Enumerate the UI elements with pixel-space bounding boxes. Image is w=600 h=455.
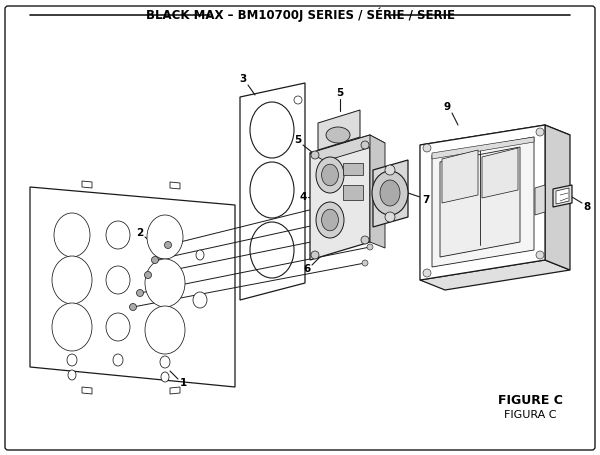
Circle shape bbox=[164, 242, 172, 248]
Circle shape bbox=[151, 257, 158, 263]
Circle shape bbox=[536, 128, 544, 136]
Circle shape bbox=[385, 212, 395, 222]
Ellipse shape bbox=[68, 370, 76, 380]
Ellipse shape bbox=[316, 202, 344, 238]
Text: 4: 4 bbox=[299, 192, 307, 202]
Polygon shape bbox=[373, 160, 408, 227]
Ellipse shape bbox=[326, 127, 350, 143]
Circle shape bbox=[536, 251, 544, 259]
Polygon shape bbox=[442, 150, 478, 203]
Ellipse shape bbox=[372, 171, 408, 215]
Polygon shape bbox=[240, 83, 305, 300]
Polygon shape bbox=[420, 125, 570, 155]
Text: 7: 7 bbox=[422, 195, 430, 205]
Polygon shape bbox=[82, 387, 92, 394]
Text: 5: 5 bbox=[337, 88, 344, 98]
Polygon shape bbox=[432, 137, 534, 159]
Ellipse shape bbox=[161, 372, 169, 382]
Polygon shape bbox=[545, 125, 570, 270]
Polygon shape bbox=[432, 137, 534, 267]
Ellipse shape bbox=[145, 259, 185, 307]
Circle shape bbox=[145, 272, 151, 278]
Text: 1: 1 bbox=[179, 378, 187, 388]
Text: BLACK MAX – BM10700J SERIES / SÉRIE / SERIE: BLACK MAX – BM10700J SERIES / SÉRIE / SE… bbox=[146, 8, 455, 22]
Text: 5: 5 bbox=[295, 135, 302, 145]
Circle shape bbox=[385, 165, 395, 175]
Polygon shape bbox=[318, 110, 360, 150]
Circle shape bbox=[367, 227, 373, 233]
Polygon shape bbox=[30, 187, 235, 387]
Circle shape bbox=[362, 260, 368, 266]
Circle shape bbox=[361, 236, 369, 244]
Polygon shape bbox=[482, 148, 518, 198]
Circle shape bbox=[137, 289, 143, 297]
Ellipse shape bbox=[54, 213, 90, 257]
Ellipse shape bbox=[316, 157, 344, 193]
Bar bbox=[343, 185, 363, 200]
Circle shape bbox=[423, 144, 431, 152]
Polygon shape bbox=[82, 181, 92, 188]
Ellipse shape bbox=[250, 162, 294, 218]
Ellipse shape bbox=[147, 215, 183, 259]
Ellipse shape bbox=[113, 354, 123, 366]
Polygon shape bbox=[553, 185, 572, 207]
Polygon shape bbox=[535, 185, 545, 215]
Polygon shape bbox=[420, 125, 545, 280]
Circle shape bbox=[367, 192, 373, 198]
Bar bbox=[343, 163, 363, 175]
Circle shape bbox=[367, 244, 373, 250]
Text: FIGURE C: FIGURE C bbox=[497, 394, 562, 406]
Circle shape bbox=[311, 251, 319, 259]
Polygon shape bbox=[420, 260, 570, 290]
Circle shape bbox=[423, 269, 431, 277]
Ellipse shape bbox=[106, 221, 130, 249]
Ellipse shape bbox=[196, 250, 204, 260]
Ellipse shape bbox=[52, 256, 92, 304]
Ellipse shape bbox=[145, 306, 185, 354]
Ellipse shape bbox=[322, 164, 338, 186]
Polygon shape bbox=[310, 135, 370, 260]
Ellipse shape bbox=[106, 266, 130, 294]
Ellipse shape bbox=[322, 209, 338, 231]
Circle shape bbox=[311, 151, 319, 159]
Text: 6: 6 bbox=[304, 264, 311, 274]
Ellipse shape bbox=[52, 303, 92, 351]
Ellipse shape bbox=[250, 222, 294, 278]
Text: 2: 2 bbox=[136, 228, 143, 238]
Polygon shape bbox=[170, 387, 180, 394]
Polygon shape bbox=[170, 182, 180, 189]
Ellipse shape bbox=[193, 292, 207, 308]
Ellipse shape bbox=[67, 354, 77, 366]
Ellipse shape bbox=[106, 313, 130, 341]
Polygon shape bbox=[310, 135, 385, 161]
Ellipse shape bbox=[160, 356, 170, 368]
Text: 8: 8 bbox=[583, 202, 590, 212]
Circle shape bbox=[294, 96, 302, 104]
Circle shape bbox=[361, 141, 369, 149]
Ellipse shape bbox=[380, 180, 400, 206]
Polygon shape bbox=[440, 147, 520, 257]
Polygon shape bbox=[370, 135, 385, 248]
Polygon shape bbox=[556, 188, 569, 204]
Text: 3: 3 bbox=[239, 74, 247, 84]
Ellipse shape bbox=[250, 102, 294, 158]
Text: FIGURA C: FIGURA C bbox=[504, 410, 556, 420]
Text: 9: 9 bbox=[443, 102, 451, 112]
Circle shape bbox=[367, 210, 373, 216]
FancyBboxPatch shape bbox=[5, 6, 595, 450]
Circle shape bbox=[130, 303, 137, 310]
